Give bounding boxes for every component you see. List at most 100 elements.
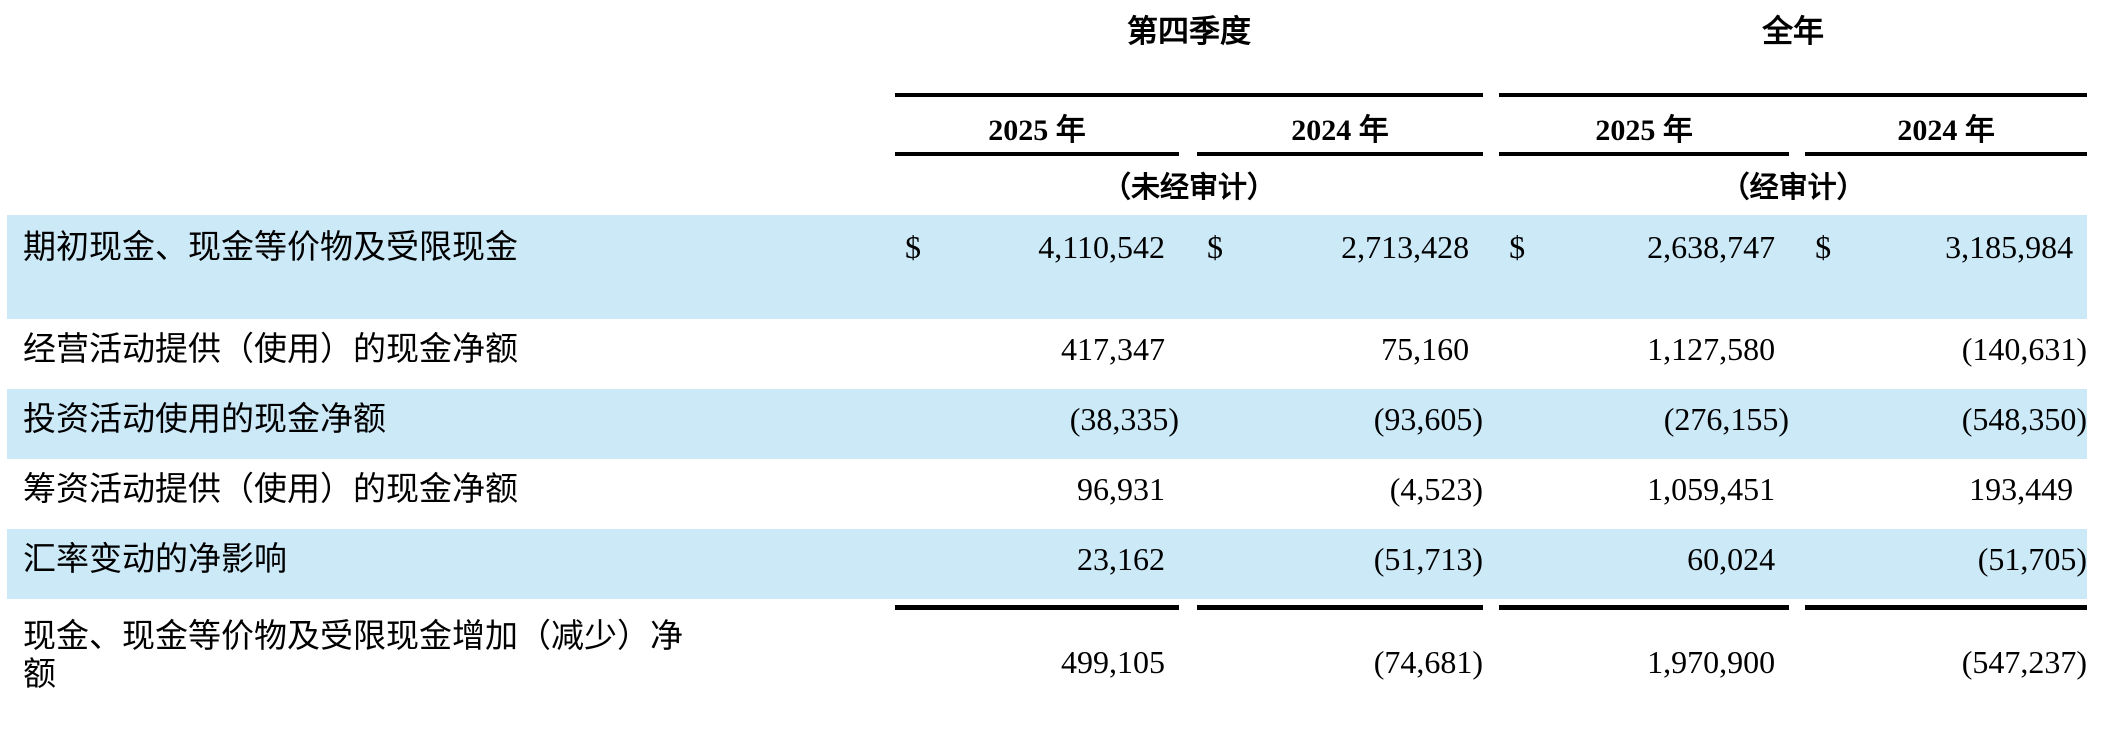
dollar-sign [1805,319,1857,389]
gap-cell [1483,319,1499,389]
table-body: 期初现金、现金等价物及受限现金 $ 4,110,542 $ 2,713,428 … [7,215,2088,743]
audit-note-q4: （未经审计） [1102,172,1277,204]
dollar-sign [1805,389,1857,459]
dollar-sign [1805,608,1857,743]
row-label: 筹资活动提供（使用）的现金净额 [23,472,518,508]
value-cell: (276,155) [1663,401,1790,437]
column-rule [1197,599,1484,610]
value-cell: 193,449 [1969,471,2074,507]
value-cell: (547,237) [1961,644,2088,680]
table-row: 现金、现金等价物及受限现金增加（减少）净额 499,105 (74,681) 1… [7,608,2087,743]
dollar-sign [1197,529,1249,599]
value-cell: (74,681) [1373,644,1484,680]
group-title-q4: 第四季度 [1127,14,1252,49]
value-cell: (140,631) [1961,331,2088,367]
dollar-sign [1805,529,1857,599]
dollar-sign [895,389,947,459]
value-cell: 60,024 [1687,541,1776,577]
value-cell: 23,162 [1077,541,1165,577]
value-cell: 3,185,984 [1945,229,2074,265]
value-cell: 1,127,580 [1647,331,1776,367]
year-fy-2025: 2025 年 [1499,95,1790,156]
dollar-sign: $ [905,229,921,265]
dollar-sign [895,608,947,743]
dollar-sign [1805,459,1857,529]
gap-cell [1179,459,1197,529]
dollar-sign [895,459,947,529]
gap-cell [1789,459,1805,529]
row-label: 现金、现金等价物及受限现金增加（减少）净额 [23,618,683,694]
cash-flow-table-wrap: 第四季度 全年 2025 年 2024 年 2025 年 [7,0,2088,743]
audit-note-row: （未经审计） （经审计） [7,154,2087,215]
gap-cell [1483,215,1499,319]
dollar-sign [1499,529,1551,599]
gap-cell [1179,389,1197,459]
value-cell: (4,523) [1389,471,1484,507]
year-q4-2025: 2025 年 [895,95,1179,156]
dollar-sign [1499,608,1551,743]
group-rule-fy [1499,91,2088,97]
column-rule [1805,599,2088,610]
dollar-sign: $ [1509,229,1526,265]
row-label: 经营活动提供（使用）的现金净额 [23,332,518,368]
gap-cell [1483,0,1499,91]
gap-cell [1179,319,1197,389]
gap-cell [1483,459,1499,529]
row-label: 期初现金、现金等价物及受限现金 [23,230,518,266]
dollar-sign [895,319,947,389]
value-cell: 4,110,542 [1038,229,1165,265]
gap-cell [1789,389,1805,459]
gap-cell [1179,95,1197,154]
value-cell: 2,713,428 [1341,229,1470,265]
value-cell: 1,970,900 [1647,644,1776,680]
group-title-fy: 全年 [1762,14,1825,49]
dollar-sign [1197,389,1249,459]
table-row: 筹资活动提供（使用）的现金净额 96,931 (4,523) 1,059,451… [7,459,2087,529]
group-rule-q4 [895,91,1484,97]
value-cell: 417,347 [1061,331,1165,367]
table-row: 投资活动使用的现金净额 (38,335) (93,605) (276,155) … [7,389,2088,459]
value-cell: 75,160 [1381,331,1470,367]
group-rule-row [7,91,2088,97]
row-label: 汇率变动的净影响 [23,542,287,578]
audit-note-fy: （经审计） [1720,172,1866,204]
dollar-sign [895,529,947,599]
value-cell: 1,059,451 [1647,471,1776,507]
gap-cell [1789,529,1805,599]
dollar-sign [1197,319,1249,389]
dollar-sign: $ [1815,229,1832,265]
gap-cell [1483,608,1499,743]
cash-flow-table: 第四季度 全年 2025 年 2024 年 2025 年 [7,0,2088,743]
column-rule [895,599,1179,610]
gap-cell [1789,608,1805,743]
column-rule [1499,599,1790,610]
dollar-sign [1197,608,1249,743]
dollar-sign [1499,459,1551,529]
gap-cell [1483,529,1499,599]
year-header-row: 2025 年 2024 年 2025 年 2024 年 [7,95,2088,156]
value-cell: 499,105 [1061,644,1165,680]
value-cell: 96,931 [1077,471,1165,507]
dollar-sign [1499,319,1551,389]
table-row: 经营活动提供（使用）的现金净额 417,347 75,160 1,127,580… [7,319,2087,389]
dollar-sign [1499,389,1551,459]
rule-row [7,599,2088,610]
gap-cell [1789,215,1805,319]
group-header-row: 第四季度 全年 [7,0,2087,91]
dollar-sign: $ [1207,229,1223,265]
gap-cell [1179,215,1197,319]
value-cell: (93,605) [1373,401,1484,437]
value-cell: (38,335) [1069,401,1179,437]
table-row: 期初现金、现金等价物及受限现金 $ 4,110,542 $ 2,713,428 … [7,215,2088,319]
corner-cell [7,0,895,91]
value-cell: (548,350) [1961,401,2088,437]
gap-cell [1179,608,1197,743]
value-cell: (51,705) [1977,541,2088,577]
gap-cell [1789,319,1805,389]
gap-cell [1789,95,1805,154]
dollar-sign [1197,459,1249,529]
year-q4-2024: 2024 年 [1197,95,1484,156]
row-label: 投资活动使用的现金净额 [23,402,386,438]
gap-cell [1483,95,1499,154]
